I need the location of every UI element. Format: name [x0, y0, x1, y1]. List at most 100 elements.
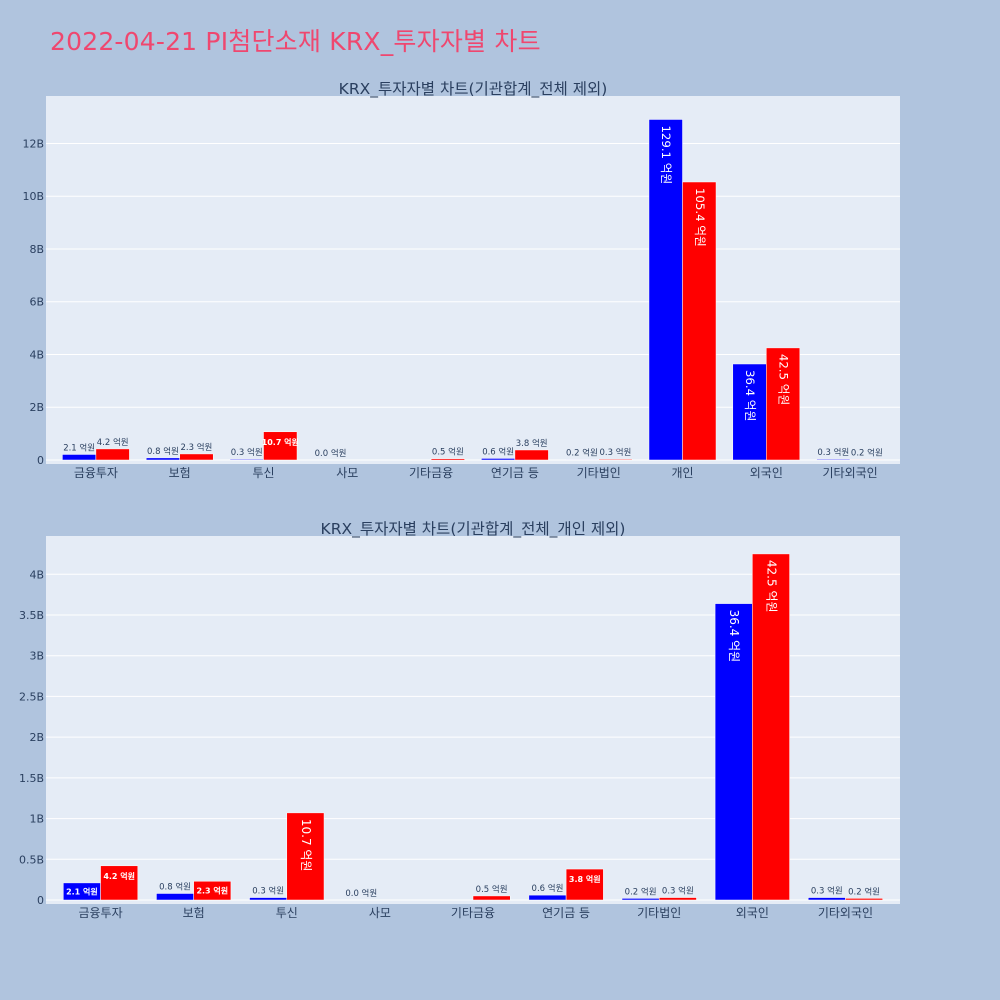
x-tick-label: 금융투자: [78, 906, 122, 920]
bar: [658, 897, 697, 901]
bar: [156, 893, 194, 901]
bar: [229, 458, 264, 461]
data-label: 0.2 억원: [848, 886, 880, 897]
data-label: 10.7 억원: [299, 819, 313, 872]
bar: [430, 458, 465, 461]
y-tick-label: 4B: [29, 568, 44, 581]
bar: [472, 895, 511, 901]
y-tick-label: 1.5B: [19, 772, 44, 785]
x-tick-label: 투신: [276, 906, 298, 920]
bar: [286, 812, 325, 901]
y-tick-label: 1B: [29, 813, 44, 826]
data-label: 10.7 억원: [262, 437, 299, 447]
data-label: 3.8 억원: [516, 438, 548, 449]
x-tick-label: 기타법인: [577, 466, 621, 480]
data-label: 42.5 억원: [777, 354, 791, 405]
x-tick-label: 연기금 등: [542, 906, 590, 920]
x-tick-label: 외국인: [750, 466, 783, 480]
data-label: 2.1 억원: [66, 886, 98, 896]
x-tick-label: 기타법인: [637, 906, 681, 920]
data-label: 4.2 억원: [103, 871, 135, 881]
chart-1: 0 2B 4B 6B 8B 10B 12B KRX_투자자별 차트(기관합계_전체 제외) 금융…: [22, 80, 900, 480]
data-label: 0.2 억원: [566, 447, 598, 458]
bar: [752, 553, 790, 901]
bar: [564, 459, 599, 461]
y-tick-label: 0.5B: [19, 853, 44, 866]
bar: [179, 453, 214, 461]
bar: [193, 881, 232, 901]
data-label: 0.3 억원: [252, 886, 284, 897]
x-tick-label: 사모: [369, 906, 391, 920]
x-tick-label: 기타외국인: [818, 906, 873, 920]
data-label: 2.3 억원: [196, 886, 228, 896]
data-label: 4.2 억원: [97, 437, 129, 448]
chart-2: 0 0.5B 1B 1.5B 2B 2.5B 3B 3.5B 4B KRX_투자자별 차트(기관합…: [19, 520, 900, 920]
bar: [100, 865, 139, 901]
data-label: 0.0 억원: [315, 448, 347, 459]
y-tick-label: 2B: [29, 401, 44, 414]
data-label: 2.1 억원: [63, 442, 95, 453]
x-tick-label: 기타금융: [409, 466, 453, 480]
bar: [249, 897, 288, 901]
y-tick-label: 8B: [29, 243, 44, 256]
data-label: 0.3 억원: [662, 886, 694, 897]
data-label: 36.4 억원: [727, 610, 741, 663]
data-label: 129.1 억원: [659, 125, 673, 184]
bar: [845, 898, 883, 901]
data-label: 0.3 억원: [811, 886, 843, 897]
bar: [807, 897, 846, 901]
x-tick-label: 사모: [336, 466, 358, 480]
bar: [732, 363, 767, 461]
chart-title: KRX_투자자별 차트(기관합계_전체 제외): [339, 80, 608, 99]
y-tick-label: 3B: [29, 650, 44, 663]
bar: [263, 431, 298, 461]
bar: [714, 603, 753, 901]
x-tick-label: 보험: [183, 906, 205, 920]
data-label: 0.6 억원: [532, 883, 564, 894]
y-tick-label: 2B: [29, 731, 44, 744]
bar: [95, 448, 130, 461]
y-tick-label: 3.5B: [19, 609, 44, 622]
bar: [62, 454, 97, 461]
bar: [598, 458, 633, 461]
page-title: 2022-04-21 PI첨단소재 KRX_투자자별 차트: [50, 27, 541, 56]
data-label: 2.3 억원: [181, 442, 213, 453]
bar: [621, 898, 660, 901]
bar: [481, 458, 516, 461]
bar: [816, 458, 851, 461]
x-tick-label: 개인: [671, 466, 693, 480]
bar: [766, 347, 801, 461]
data-label: 3.8 억원: [569, 874, 601, 884]
data-label: 42.5 억원: [764, 560, 778, 613]
data-label: 0.0 억원: [345, 888, 377, 899]
bar: [682, 181, 717, 461]
bar: [565, 868, 604, 901]
y-tick-label: 0: [37, 894, 44, 907]
y-tick-label: 0: [37, 454, 44, 467]
y-tick-label: 12B: [22, 137, 44, 150]
data-label: 36.4 억원: [743, 370, 757, 421]
x-tick-label: 외국인: [736, 906, 769, 920]
data-label: 0.3 억원: [817, 447, 849, 458]
data-label: 0.8 억원: [147, 446, 179, 457]
x-tick-label: 기타금융: [451, 906, 495, 920]
y-tick-label: 10B: [22, 190, 44, 203]
x-tick-label: 금융투자: [74, 466, 118, 480]
x-tick-label: 연기금 등: [491, 466, 539, 480]
data-label: 0.8 억원: [159, 881, 191, 892]
chart-title: KRX_투자자별 차트(기관합계_전체_개인 제외): [321, 520, 626, 539]
bar: [849, 459, 884, 461]
data-label: 0.5 억원: [476, 884, 508, 895]
bar: [528, 894, 567, 901]
data-label: 105.4 억원: [693, 188, 707, 247]
x-tick-label: 투신: [252, 466, 274, 480]
data-label: 0.2 억원: [851, 447, 883, 458]
data-label: 0.3 억원: [600, 447, 632, 458]
x-tick-label: 보험: [169, 466, 191, 480]
bar: [648, 119, 683, 461]
bar: [145, 457, 180, 461]
data-label: 0.5 억원: [432, 447, 464, 458]
data-label: 0.3 억원: [231, 447, 263, 458]
data-label: 0.6 억원: [482, 446, 514, 457]
